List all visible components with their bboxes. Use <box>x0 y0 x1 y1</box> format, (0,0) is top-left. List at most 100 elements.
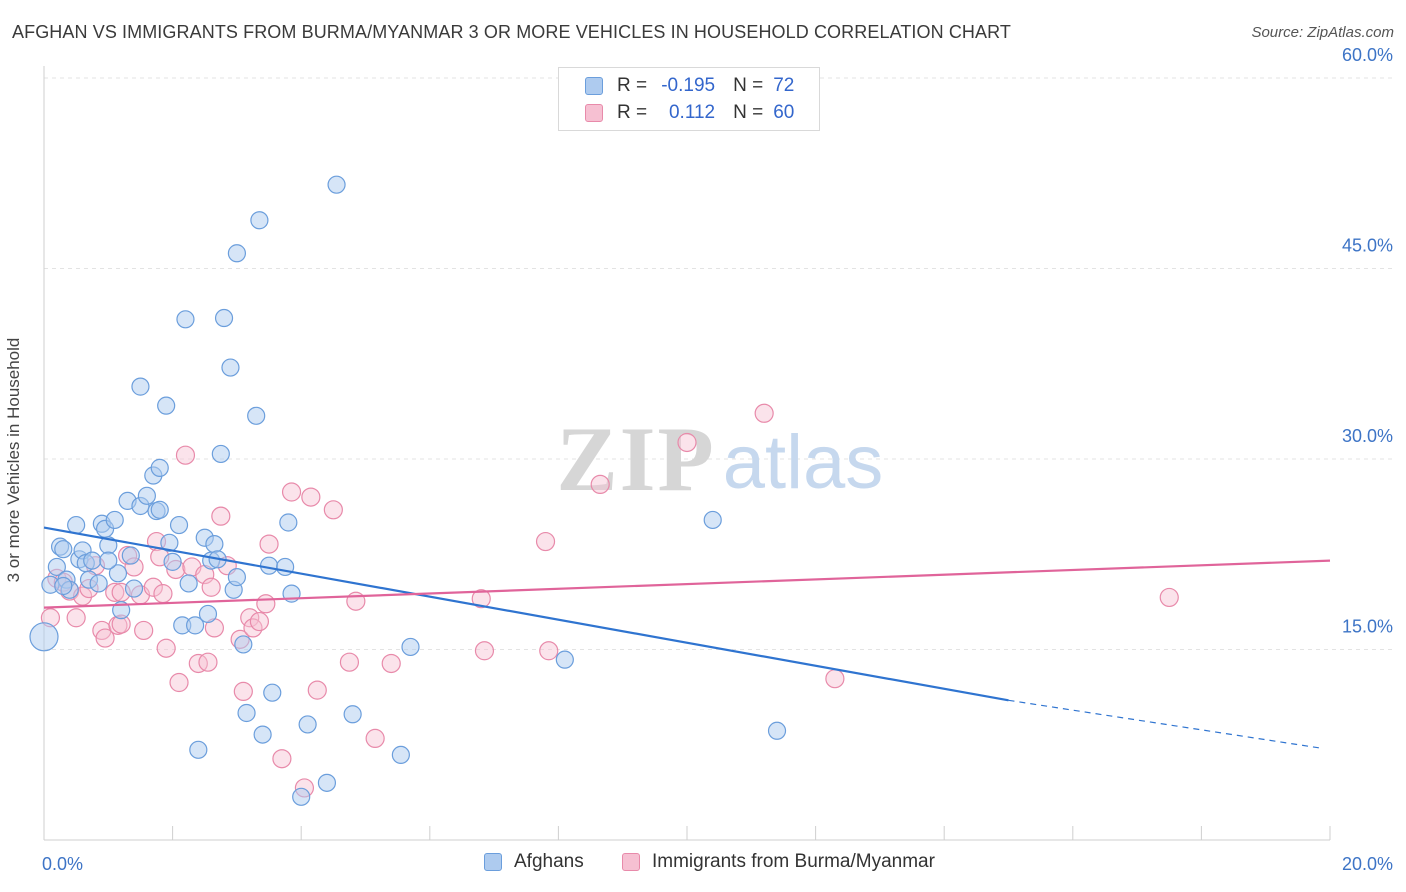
burma-point <box>323 500 343 520</box>
burma-point <box>134 620 154 641</box>
afghans-point <box>54 576 73 596</box>
legend-swatch-afghans <box>484 853 502 871</box>
grid-lines <box>44 77 1392 650</box>
trend-lines <box>43 526 1331 750</box>
afghans-point <box>205 534 224 554</box>
watermark-zip: ZIP <box>556 408 715 510</box>
afghans-point <box>292 787 311 806</box>
afghans-point <box>221 358 240 377</box>
burma-point <box>95 628 115 648</box>
burma-point <box>307 680 327 700</box>
burma-point <box>471 589 491 609</box>
legend-r-value: 0.112 <box>668 102 716 123</box>
axes <box>43 66 1331 841</box>
trend-line-burma <box>43 559 1331 609</box>
afghans-point <box>703 510 722 530</box>
afghans-point <box>47 557 66 577</box>
afghans-point <box>179 574 198 593</box>
afghans-point <box>99 551 118 570</box>
burma-point <box>201 577 221 597</box>
legend-item-afghans[interactable]: Afghans <box>484 851 584 873</box>
y-tick-label: 15.0% <box>1342 617 1393 637</box>
watermark-atlas: atlas <box>723 420 884 505</box>
afghans-point <box>247 406 266 425</box>
burma-point <box>825 669 845 689</box>
afghans-point <box>214 308 234 328</box>
burma-point <box>188 653 208 674</box>
burma-point <box>301 487 321 507</box>
afghans-point <box>343 705 362 724</box>
legend-swatch-burma <box>585 104 603 122</box>
y-axis-label: 3 or more Vehicles in Household <box>4 337 23 583</box>
afghans-point <box>150 500 169 519</box>
afghans-point <box>317 773 337 792</box>
afghans-point <box>237 703 256 723</box>
burma-point <box>211 506 231 526</box>
afghans-point <box>227 568 246 587</box>
burma-point <box>539 641 559 661</box>
afghans-point <box>401 637 420 657</box>
afghans-point <box>67 515 86 535</box>
legend-swatch-afghans <box>585 77 603 95</box>
legend-item-burma[interactable]: Immigrants from Burma/Myanmar <box>622 851 935 873</box>
legend-label-afghans: Afghans <box>514 851 584 872</box>
burma-point <box>198 652 218 672</box>
afghans-point <box>227 244 246 263</box>
legend-row-afghans: R = -0.195 N = 72 <box>585 73 794 99</box>
chart-title: AFGHAN VS IMMIGRANTS FROM BURMA/MYANMAR … <box>12 22 1012 42</box>
burma-point <box>474 641 495 661</box>
x-tick-label-min: 0.0% <box>42 854 83 874</box>
trend-line-afghans-extrapolated <box>1008 699 1324 750</box>
afghans-point <box>131 377 150 396</box>
burma-point <box>281 482 302 502</box>
legend-n-value: 60 <box>773 102 795 123</box>
afghans-point <box>157 396 176 415</box>
watermark: ZIP atlas <box>556 408 883 510</box>
x-tick-label-max: 20.0% <box>1342 854 1393 874</box>
legend-r-label: R = <box>617 102 648 123</box>
source-label: Source: ZipAtlas.com <box>1251 24 1394 41</box>
burma-point <box>272 749 292 769</box>
afghans-point <box>253 725 272 744</box>
burma-point <box>105 582 125 602</box>
y-tick-label: 30.0% <box>1342 426 1393 446</box>
trend-line-afghans <box>43 526 1009 702</box>
afghans-point <box>279 513 298 532</box>
afghans-point <box>198 604 218 624</box>
tick-labels: 15.0% 30.0% 45.0% 60.0% 0.0% 20.0% <box>42 45 1393 874</box>
burma-point <box>175 445 196 465</box>
afghans-point <box>169 515 189 535</box>
afghans-point <box>83 551 102 570</box>
stats-legend: R = -0.195 N = 72 R = 0.112 N = 60 <box>558 67 820 131</box>
burma-point <box>365 728 385 749</box>
afghans-point <box>137 486 156 505</box>
afghans-point <box>108 564 128 583</box>
afghans-point <box>263 683 282 702</box>
burma-point <box>677 432 697 453</box>
burma-point <box>1159 587 1179 608</box>
burma-point <box>256 594 276 614</box>
afghans-point <box>124 579 144 598</box>
afghans-point <box>189 740 208 759</box>
afghans-point <box>259 556 279 575</box>
afghans-point <box>89 574 108 593</box>
burma-point <box>535 531 556 552</box>
afghans-point <box>176 310 195 329</box>
afghans-point <box>555 650 574 669</box>
burma-point <box>143 577 163 597</box>
afghans-point <box>234 635 253 654</box>
afghans-point <box>327 175 346 194</box>
y-tick-label: 45.0% <box>1342 236 1393 256</box>
afghans-point <box>186 616 205 635</box>
afghans-point <box>767 721 787 740</box>
afghans-point <box>163 552 182 571</box>
burma-point <box>259 534 279 554</box>
legend-label-burma: Immigrants from Burma/Myanmar <box>652 851 935 872</box>
burma-point <box>381 653 401 674</box>
afghans-point <box>150 458 169 477</box>
legend-n-value: 72 <box>773 75 795 96</box>
afghans-point <box>298 715 317 734</box>
burma-point <box>233 681 253 702</box>
legend-r-value: -0.195 <box>661 75 716 96</box>
